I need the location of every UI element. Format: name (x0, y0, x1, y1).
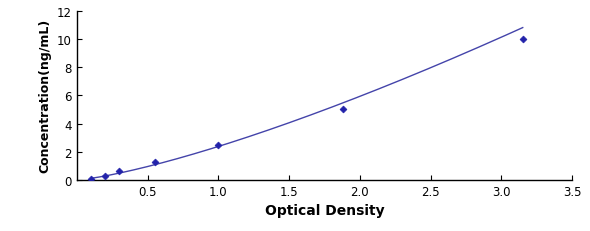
Y-axis label: Concentration(ng/mL): Concentration(ng/mL) (38, 19, 51, 173)
X-axis label: Optical Density: Optical Density (265, 204, 384, 217)
